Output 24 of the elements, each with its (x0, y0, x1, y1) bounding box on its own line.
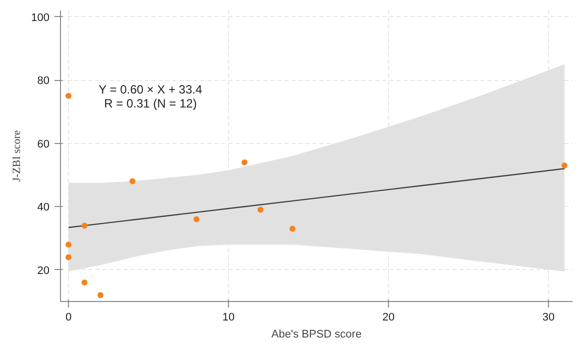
point (130, 178, 136, 184)
y-tick-label: 100 (31, 12, 50, 24)
point (66, 254, 72, 260)
x-tick-label: 10 (222, 312, 235, 324)
x-tick-label: 0 (65, 312, 72, 324)
y-axis-title: J-ZBI score (11, 130, 24, 182)
point (82, 280, 88, 286)
x-axis-title: Abe's BPSD score (271, 328, 362, 340)
point (82, 222, 88, 229)
y-tick-label: 80 (37, 75, 50, 88)
x-tick-label: 20 (382, 312, 395, 324)
point (290, 226, 296, 232)
point (66, 92, 72, 99)
y-tick-label: 40 (37, 202, 50, 214)
point (242, 159, 248, 166)
point (66, 242, 72, 248)
point (194, 216, 200, 222)
x-tick-label: 30 (542, 312, 555, 324)
point (562, 162, 568, 168)
point (258, 206, 264, 213)
annotation: Y = 0.60 × X + 33.4 R = 0.31 (N = 12) (98, 82, 202, 110)
y-tick-label: 20 (37, 264, 50, 277)
y-tick-label: 60 (37, 138, 50, 150)
point (98, 292, 104, 298)
